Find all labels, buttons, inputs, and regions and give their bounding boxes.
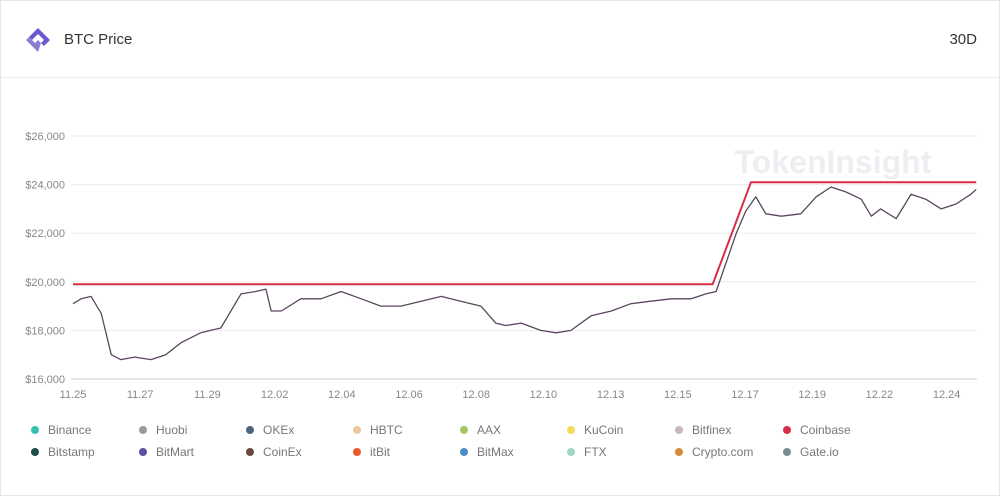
legend-item-coinex[interactable]: CoinEx [246,445,302,459]
legend-item-ftx[interactable]: FTX [567,445,607,459]
legend-dot-icon [567,448,575,456]
legend-item-cryptocom[interactable]: Crypto.com [675,445,753,459]
legend-item-bitstamp[interactable]: Bitstamp [31,445,95,459]
legend-label: KuCoin [584,423,624,437]
legend-dot-icon [460,448,468,456]
x-tick-label: 12.22 [866,389,894,401]
x-tick-label: 11.27 [127,389,154,401]
x-tick-label: 12.10 [530,389,558,401]
legend-label: Bitfinex [692,423,732,437]
legend-dot-icon [675,426,683,434]
legend-item-gateio[interactable]: Gate.io [783,445,839,459]
legend-label: itBit [370,445,391,459]
x-tick-label: 11.25 [60,389,87,401]
y-tick-label: $16,000 [25,374,65,386]
x-tick-label: 11.29 [194,389,221,401]
legend-dot-icon [783,448,791,456]
legend-label: OKEx [263,423,295,437]
legend-dot-icon [246,448,254,456]
legend-item-itbit[interactable]: itBit [353,445,390,459]
legend-label: AAX [477,423,502,437]
x-tick-label: 12.06 [395,389,423,401]
x-tick-label: 12.13 [597,389,625,401]
legend-dot-icon [31,426,39,434]
legend-dot-icon [139,426,147,434]
watermark: TokenInsight [735,144,932,180]
legend-dot-icon [567,426,575,434]
price-series-line [72,186,977,361]
x-tick-label: 12.15 [664,389,692,401]
legend-dot-icon [353,448,361,456]
time-range-selector[interactable]: 30D [949,31,977,48]
legend-label: Crypto.com [692,445,754,459]
price-series-line [73,181,977,286]
legend-item-binance[interactable]: Binance [31,423,91,437]
legend-dot-icon [675,448,683,456]
legend-dot-icon [783,426,791,434]
legend-item-hbtc[interactable]: HBTC [353,423,403,437]
x-tick-label: 12.02 [261,389,289,401]
legend-label: Bitstamp [48,445,95,459]
x-tick-label: 12.04 [328,389,356,401]
y-tick-label: $18,000 [25,325,65,337]
legend-label: FTX [584,445,607,459]
legend-label: Binance [48,423,92,437]
y-tick-label: $22,000 [25,228,65,240]
legend-dot-icon [139,448,147,456]
legend-item-coinbase[interactable]: Coinbase [783,423,851,437]
legend-item-bitmax[interactable]: BitMax [460,445,514,459]
legend-label: HBTC [370,423,403,437]
card-header: BTC Price 30D [1,1,999,78]
legend-item-bitmart[interactable]: BitMart [139,445,194,459]
y-tick-label: $26,000 [25,131,65,143]
x-tick-label: 12.17 [731,389,759,401]
legend-label: CoinEx [263,445,302,459]
y-tick-label: $24,000 [25,180,65,192]
legend-item-huobi[interactable]: Huobi [139,423,187,437]
tokeninsight-logo-icon [26,28,50,52]
legend-item-okex[interactable]: OKEx [246,423,294,437]
legend-dot-icon [246,426,254,434]
x-tick-label: 12.24 [933,389,961,401]
legend-label: Gate.io [800,445,839,459]
legend-dot-icon [353,426,361,434]
legend-dot-icon [31,448,39,456]
x-tick-label: 12.08 [462,389,490,401]
legend-item-bitfinex[interactable]: Bitfinex [675,423,731,437]
chart-title: BTC Price [64,31,133,48]
legend-item-kucoin[interactable]: KuCoin [567,423,623,437]
legend-dot-icon [460,426,468,434]
y-tick-label: $20,000 [25,277,65,289]
legend-label: Huobi [156,423,188,437]
x-tick-label: 12.19 [798,389,826,401]
legend-label: Coinbase [800,423,851,437]
legend-item-aax[interactable]: AAX [460,423,501,437]
legend-label: BitMax [477,445,514,459]
legend-label: BitMart [156,445,195,459]
